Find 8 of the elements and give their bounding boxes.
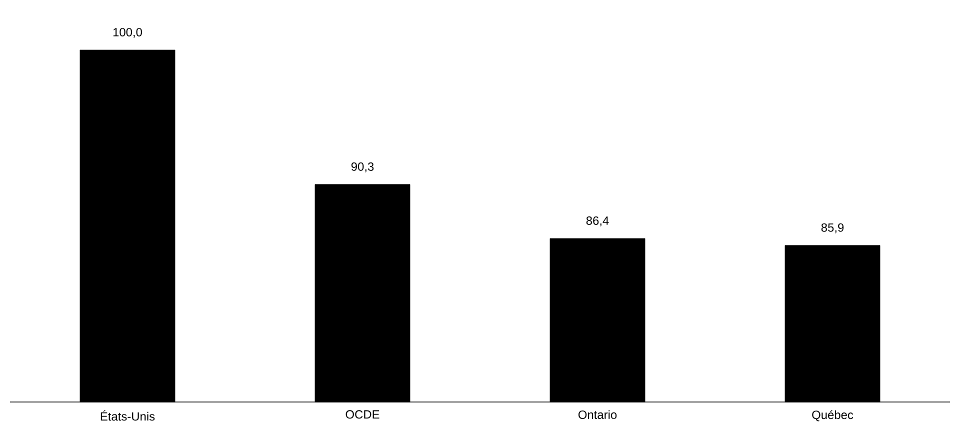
x-tick-label: Québec — [812, 410, 854, 422]
data-label: 90,3 — [351, 162, 374, 172]
data-label: 86,4 — [586, 216, 609, 226]
data-label: 100,0 — [113, 28, 142, 38]
x-tick-label: Ontario — [578, 410, 617, 419]
x-tick-label: États-Unis — [100, 410, 155, 421]
data-label: 85,9 — [821, 223, 844, 234]
x-tick-label: OCDE — [346, 410, 380, 419]
